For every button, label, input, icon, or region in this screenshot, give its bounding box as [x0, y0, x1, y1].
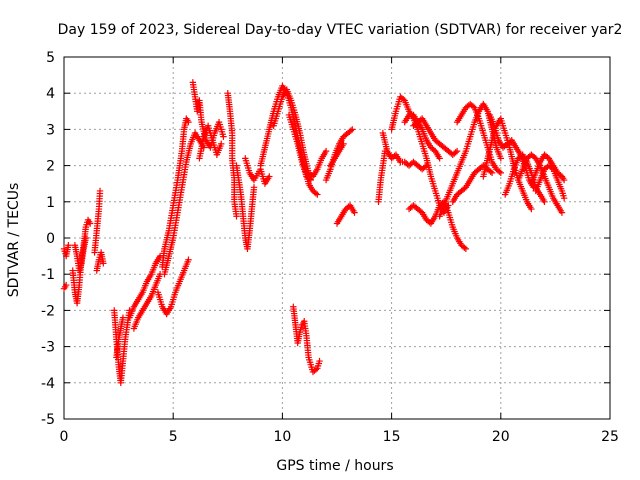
- data-point: [496, 168, 503, 175]
- data-point: [250, 184, 258, 191]
- y-tick-label: -5: [41, 412, 55, 428]
- data-point: [497, 169, 504, 177]
- data-point: [62, 281, 70, 289]
- y-tick-label: 2: [46, 159, 55, 175]
- y-tick-label: -3: [41, 340, 55, 356]
- data-point: [87, 220, 94, 227]
- axes: 0 5 10 15 20 25 -5 -4 -3 -2 -1 0 1 2 3 4 5: [41, 50, 619, 445]
- y-tick-label: 0: [46, 231, 55, 247]
- data-point: [314, 191, 321, 198]
- data-point: [528, 205, 535, 213]
- data-point: [312, 190, 320, 197]
- data-point: [233, 213, 240, 220]
- data-point: [312, 366, 320, 373]
- x-axis-label: GPS time / hours: [276, 458, 393, 474]
- data-point: [322, 147, 330, 155]
- data-point: [100, 260, 107, 267]
- y-tick-label: 4: [46, 86, 55, 102]
- data-point: [453, 147, 461, 155]
- y-tick-label: 5: [46, 50, 55, 66]
- data-point: [119, 314, 127, 321]
- data-point: [220, 133, 227, 140]
- data-point: [461, 244, 468, 251]
- data-point: [487, 168, 494, 175]
- grid: [64, 57, 610, 419]
- plot-frame: [63, 56, 611, 420]
- data-point: [96, 187, 104, 195]
- data-point: [469, 103, 477, 110]
- x-tick-label: 5: [169, 429, 178, 445]
- data-point: [560, 176, 568, 184]
- data-point: [306, 175, 313, 183]
- x-tick-label: 0: [60, 429, 69, 445]
- data-point: [316, 357, 323, 365]
- data-point: [349, 126, 356, 133]
- data-point: [266, 173, 273, 180]
- data-point: [558, 209, 566, 216]
- data-point: [185, 118, 192, 126]
- y-tick-label: -4: [41, 376, 55, 392]
- data-point: [218, 140, 225, 148]
- data-point: [560, 194, 568, 202]
- data-point: [488, 169, 496, 177]
- y-axis-label: SDTVAR / TECUs: [6, 183, 22, 298]
- data-point: [452, 149, 459, 156]
- data-points: [60, 79, 568, 386]
- data-point: [340, 140, 347, 148]
- data-point: [541, 198, 548, 205]
- data-point: [351, 209, 358, 216]
- x-tick-label: 10: [273, 429, 291, 445]
- data-point: [497, 155, 504, 162]
- data-point: [82, 234, 90, 242]
- data-point: [307, 176, 314, 184]
- data-point: [347, 127, 355, 134]
- data-point: [548, 164, 555, 172]
- y-tick-label: 3: [46, 122, 55, 138]
- y-tick-label: 1: [46, 195, 55, 211]
- data-point: [65, 242, 72, 249]
- data-point: [185, 256, 192, 263]
- chart-title: Day 159 of 2023, Sidereal Day-to-day VTE…: [58, 22, 623, 38]
- x-tick-label: 25: [601, 429, 619, 445]
- data-point: [436, 155, 443, 162]
- y-tick-label: -2: [41, 303, 55, 319]
- x-tick-label: 15: [383, 429, 401, 445]
- data-point: [462, 245, 470, 253]
- x-tick-label: 20: [492, 429, 510, 445]
- y-tick-label: -1: [41, 267, 55, 283]
- data-point: [400, 96, 407, 103]
